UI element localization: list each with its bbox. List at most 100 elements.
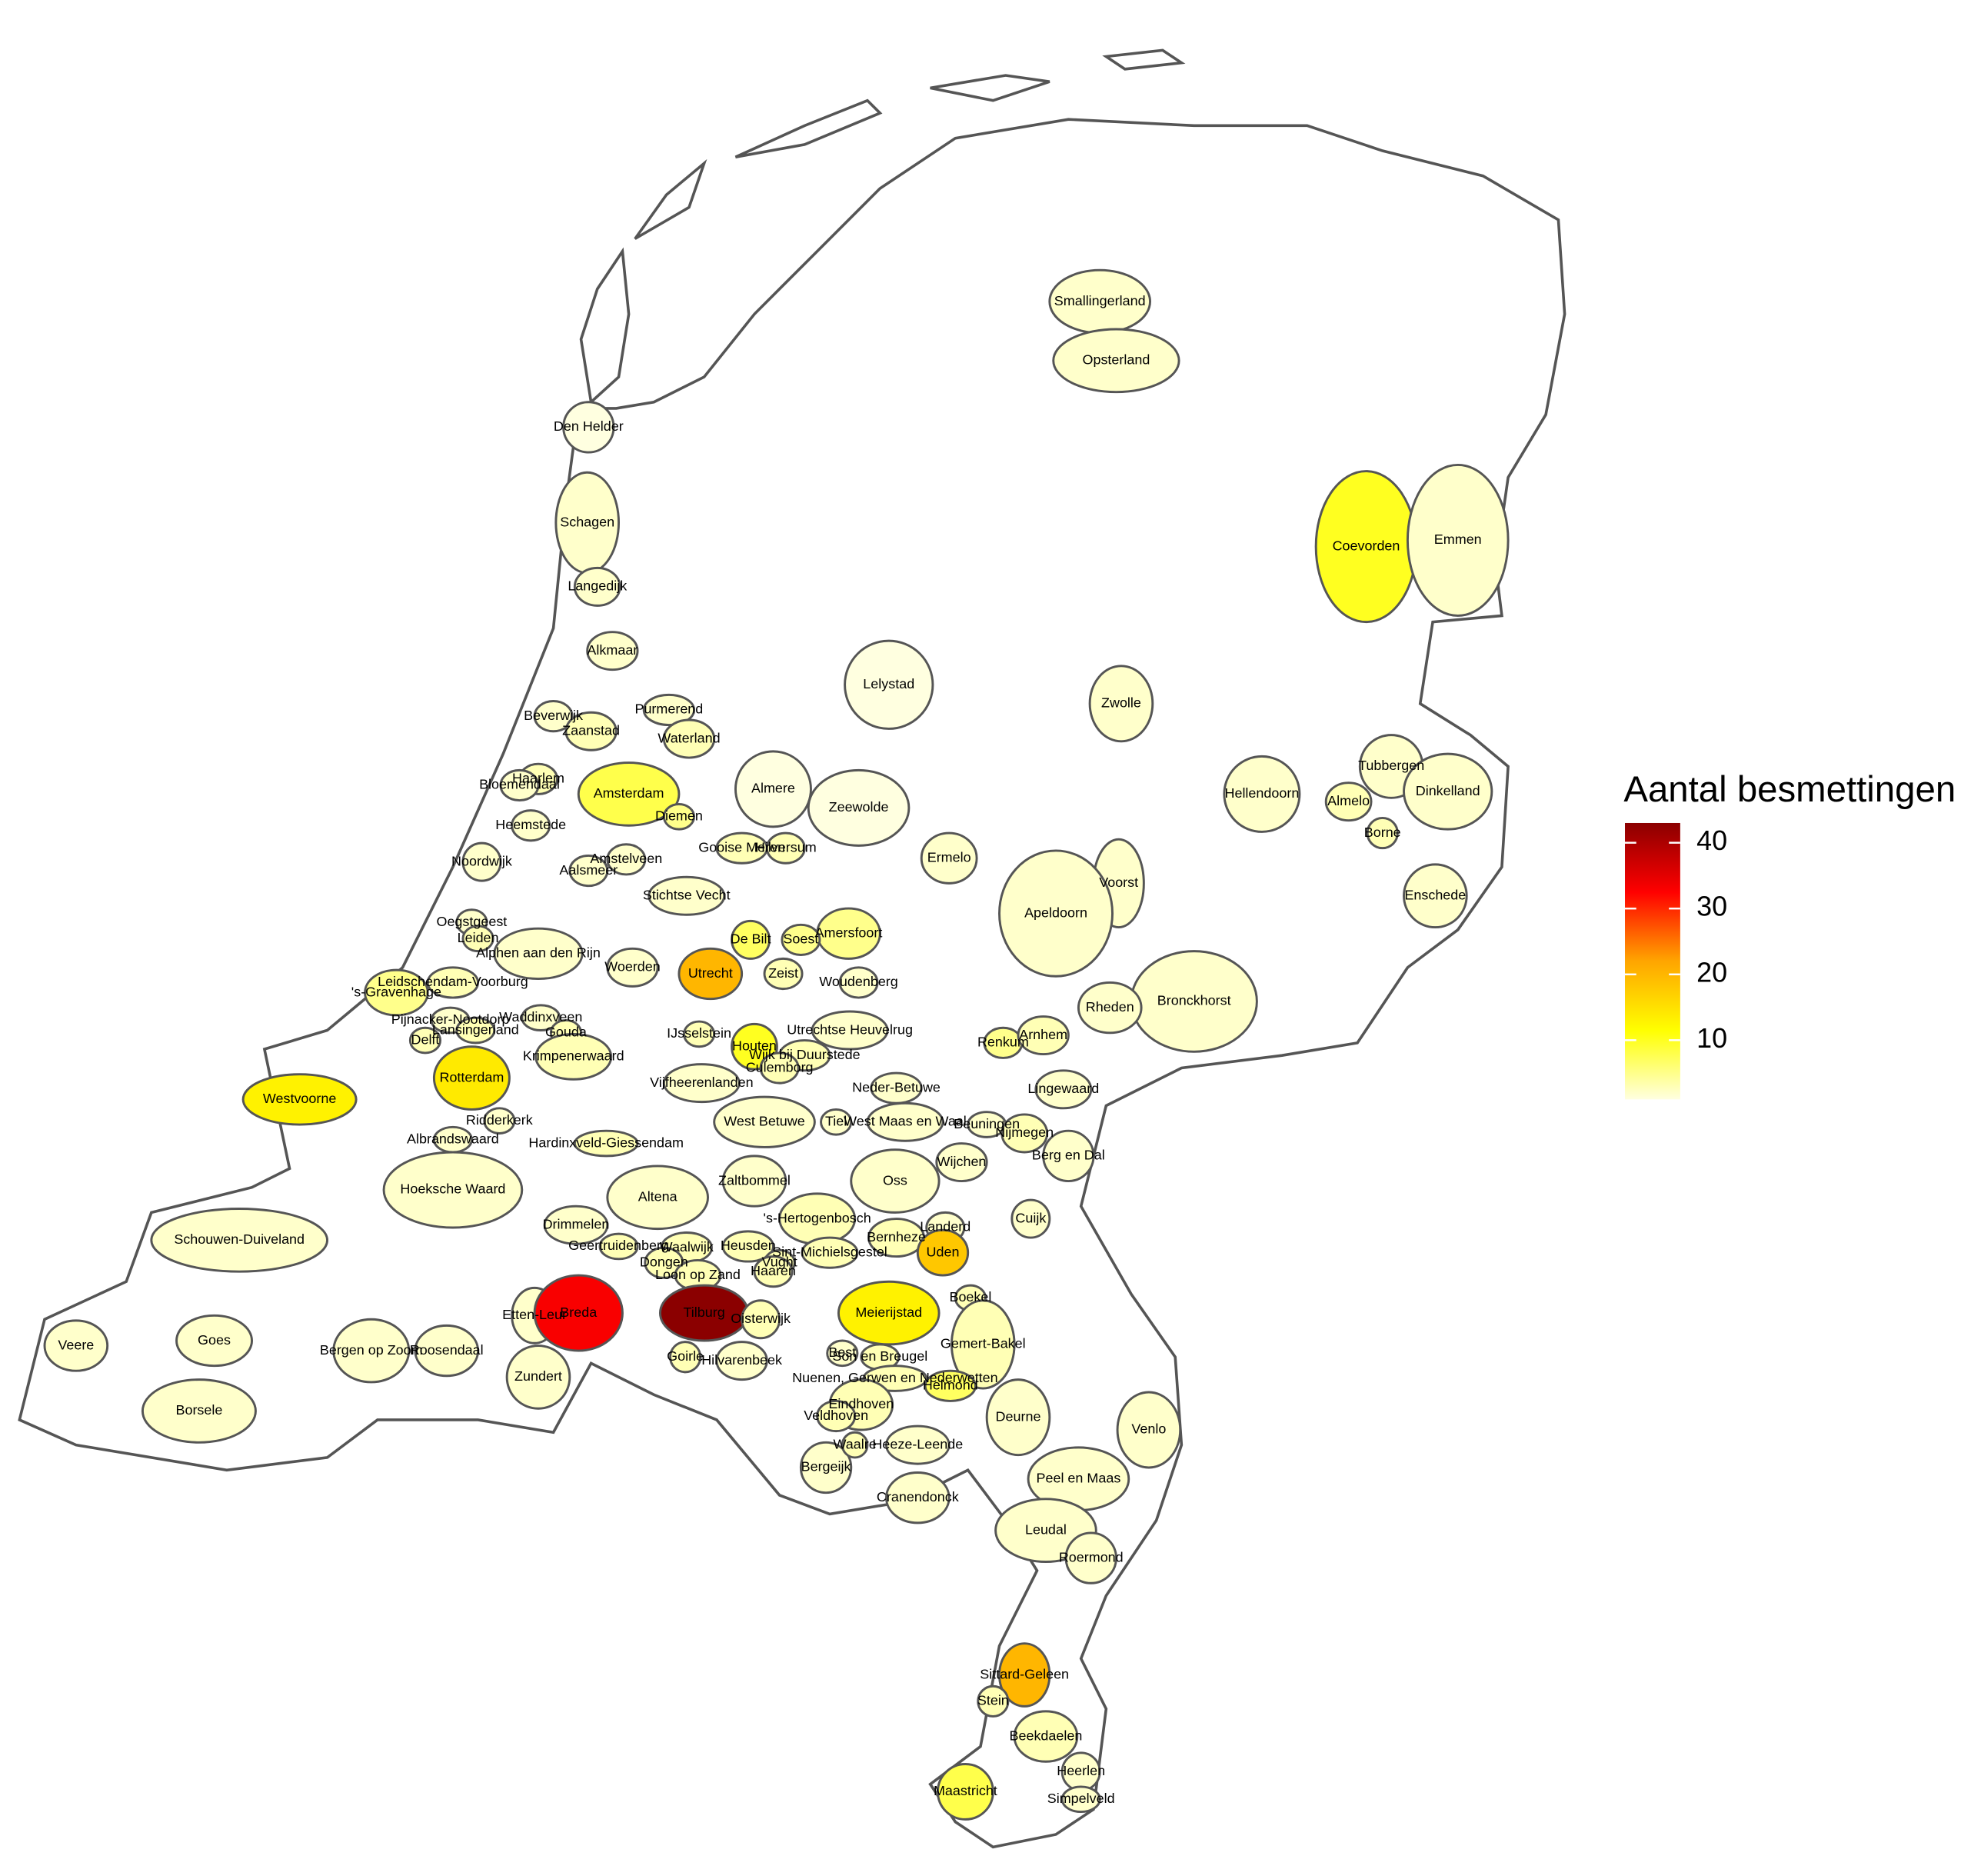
municipality-label: Almere bbox=[751, 781, 795, 796]
municipality-label: Leidschendam-Voorburg bbox=[378, 974, 528, 989]
municipality-label: Eindhoven bbox=[828, 1396, 894, 1411]
municipality bbox=[414, 1324, 480, 1378]
legend-title: Aantal besmettingen bbox=[1623, 769, 1956, 810]
municipality-label: Rotterdam bbox=[439, 1069, 504, 1085]
municipality-label: Zeewolde bbox=[829, 799, 889, 815]
municipality-label: Purmerend bbox=[634, 701, 703, 717]
municipality bbox=[662, 718, 716, 759]
municipality bbox=[741, 1299, 781, 1340]
municipality-label: Schouwen-Duiveland bbox=[174, 1231, 305, 1247]
municipality bbox=[606, 1165, 709, 1231]
municipality bbox=[734, 750, 812, 828]
municipality-label: Waalwijk bbox=[660, 1239, 714, 1255]
municipality-label: IJsselstein bbox=[667, 1025, 731, 1041]
municipality bbox=[606, 947, 659, 988]
legend-tick-label: 10 bbox=[1696, 1022, 1727, 1054]
municipality bbox=[511, 809, 551, 842]
municipality-label: Veere bbox=[58, 1337, 94, 1352]
municipality-label: West Maas en Waal bbox=[844, 1114, 967, 1129]
municipality bbox=[43, 1319, 109, 1372]
legend-tick-label: 20 bbox=[1696, 956, 1727, 988]
municipality-label: Woudenberg bbox=[819, 974, 897, 989]
municipality bbox=[781, 923, 821, 956]
municipality-label: Peel en Maas bbox=[1037, 1470, 1121, 1485]
municipality-label: Beekdaelen bbox=[1010, 1728, 1083, 1743]
municipality-label: Cranendonck bbox=[877, 1489, 959, 1504]
municipality-label: Alkmaar bbox=[587, 642, 638, 658]
municipality bbox=[533, 1274, 624, 1352]
municipality bbox=[461, 841, 502, 882]
municipality-label: Houten bbox=[732, 1038, 777, 1054]
municipality-label: Bergen op Zoom bbox=[320, 1342, 423, 1358]
municipality-label: Zeist bbox=[768, 965, 798, 981]
municipality bbox=[493, 927, 584, 981]
municipality-label: Heemstede bbox=[495, 817, 566, 832]
municipality-label: West Betuwe bbox=[724, 1114, 804, 1129]
municipality bbox=[562, 401, 615, 454]
municipality-label: Hilversum bbox=[755, 839, 817, 855]
municipality bbox=[838, 966, 879, 999]
municipality bbox=[721, 1230, 774, 1263]
municipality-label: Wijchen bbox=[937, 1154, 987, 1169]
municipality-label: Aalsmeer bbox=[559, 862, 618, 878]
municipality bbox=[543, 1205, 609, 1245]
municipality-label: Amsterdam bbox=[594, 785, 664, 801]
municipality bbox=[920, 831, 978, 885]
municipality-label: Vught bbox=[761, 1254, 797, 1269]
municipality-label: Pijnacker-Nootdorp bbox=[391, 1011, 510, 1027]
municipality bbox=[715, 1341, 768, 1381]
municipality bbox=[1064, 1531, 1117, 1584]
municipality-label: Utrecht bbox=[688, 965, 733, 981]
island bbox=[579, 247, 631, 405]
municipality bbox=[499, 768, 540, 802]
municipality bbox=[432, 1045, 511, 1111]
municipality bbox=[241, 1073, 358, 1126]
municipality-label: Roermond bbox=[1059, 1549, 1124, 1564]
municipality-label: 's-Gravenhage bbox=[351, 984, 441, 999]
municipality-label: Lingewaard bbox=[1027, 1081, 1099, 1096]
municipality bbox=[461, 925, 494, 953]
municipality bbox=[1000, 1113, 1049, 1154]
municipality bbox=[586, 631, 639, 671]
island bbox=[634, 158, 707, 240]
municipality-label: Heerlen bbox=[1057, 1763, 1105, 1778]
municipality-label: Haaren bbox=[751, 1263, 796, 1278]
municipality-label: Neder-Betuwe bbox=[852, 1079, 941, 1095]
municipality-label: Beverwijk bbox=[524, 708, 583, 723]
municipality bbox=[1403, 752, 1493, 831]
municipality bbox=[844, 639, 934, 730]
municipality bbox=[916, 1228, 970, 1277]
municipality-label: Voorst bbox=[1099, 875, 1138, 890]
municipality-label: Alphen aan den Rijn bbox=[476, 945, 601, 961]
municipality-label: Albrandswaard bbox=[407, 1131, 499, 1146]
municipality-label: Apeldoorn bbox=[1024, 905, 1087, 920]
municipality bbox=[801, 1236, 859, 1269]
municipality-label: Waterland bbox=[658, 730, 720, 745]
municipality bbox=[1034, 1069, 1093, 1110]
municipality bbox=[1052, 328, 1180, 394]
municipality-label: Emmen bbox=[1434, 531, 1482, 547]
municipality bbox=[765, 831, 806, 865]
municipality-label: Waddinxveen bbox=[499, 1009, 582, 1025]
municipality bbox=[885, 1471, 951, 1524]
municipality bbox=[573, 1129, 639, 1158]
municipality bbox=[533, 700, 574, 733]
municipality bbox=[753, 1255, 794, 1288]
municipality-label: Dongen bbox=[640, 1254, 688, 1269]
municipality bbox=[175, 1314, 254, 1368]
municipality bbox=[1406, 463, 1510, 617]
municipality-label: Leudal bbox=[1025, 1521, 1067, 1537]
municipality bbox=[759, 1051, 800, 1085]
municipality-label: Altena bbox=[638, 1189, 678, 1205]
municipality bbox=[426, 966, 480, 999]
municipality bbox=[455, 1016, 496, 1045]
municipality-label: Son en Breugel bbox=[832, 1348, 927, 1364]
legend-tick-label: 30 bbox=[1696, 891, 1727, 922]
municipality bbox=[648, 875, 726, 916]
municipality-label: Schagen bbox=[560, 514, 614, 529]
municipality-label: Breda bbox=[560, 1305, 597, 1320]
municipality-label: De Bilt bbox=[731, 931, 771, 947]
municipality-label: Venlo bbox=[1131, 1421, 1166, 1437]
municipality-label: Oss bbox=[883, 1172, 907, 1188]
